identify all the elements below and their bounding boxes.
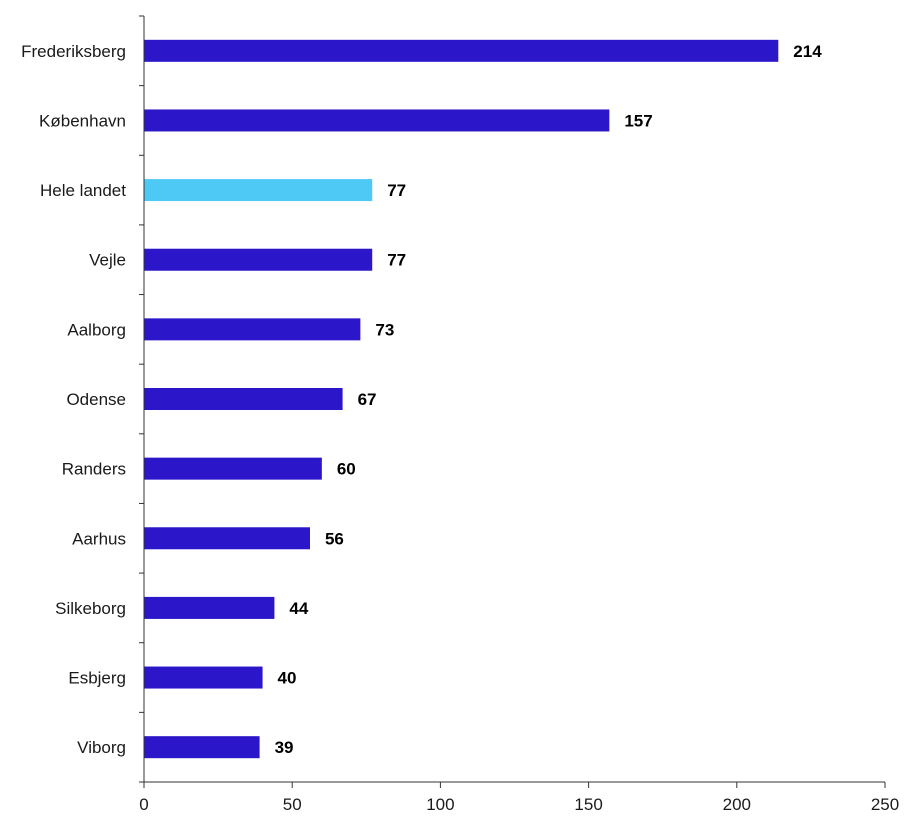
category-label: København [39,111,126,130]
bar-0 [144,39,779,62]
value-label: 77 [387,181,406,200]
value-label: 39 [275,738,294,757]
category-label: Aarhus [72,529,126,548]
value-label: 56 [325,529,344,548]
category-label: Silkeborg [55,599,126,618]
bar-8 [144,596,275,619]
category-label: Aalborg [67,320,126,339]
x-tick-label: 0 [139,795,148,814]
value-label: 40 [278,669,297,688]
bar-10 [144,736,260,759]
value-label: 67 [358,390,377,409]
value-labels: 214 157 77 77 73 67 60 56 44 40 39 [275,42,823,757]
bar-7 [144,527,310,550]
value-label: 157 [624,111,652,130]
x-tick-label: 200 [723,795,751,814]
x-tick-label: 250 [871,795,899,814]
x-axis-ticks: 0 50 100 150 200 250 [139,782,899,814]
value-label: 73 [375,320,394,339]
bar-3 [144,248,373,271]
bars-layer [144,39,779,759]
category-label: Odense [66,390,126,409]
category-label: Randers [62,460,126,479]
bar-6 [144,457,322,480]
value-label: 44 [289,599,308,618]
value-label: 214 [793,42,822,61]
value-label: 60 [337,460,356,479]
category-label: Frederiksberg [21,42,126,61]
category-labels: Frederiksberg København Hele landet Vejle Aa… [21,42,126,757]
x-tick-label: 150 [574,795,602,814]
category-label: Viborg [77,738,126,757]
category-label: Esbjerg [68,669,126,688]
bar-2 [144,179,373,202]
bar-5 [144,388,343,410]
category-label: Hele landet [40,181,126,200]
bar-1 [144,109,610,132]
x-tick-label: 100 [426,795,454,814]
bar-9 [144,666,263,689]
axes [139,15,885,783]
bar-4 [144,318,361,341]
category-label: Vejle [89,251,126,270]
value-label: 77 [387,251,406,270]
x-tick-label: 50 [283,795,302,814]
